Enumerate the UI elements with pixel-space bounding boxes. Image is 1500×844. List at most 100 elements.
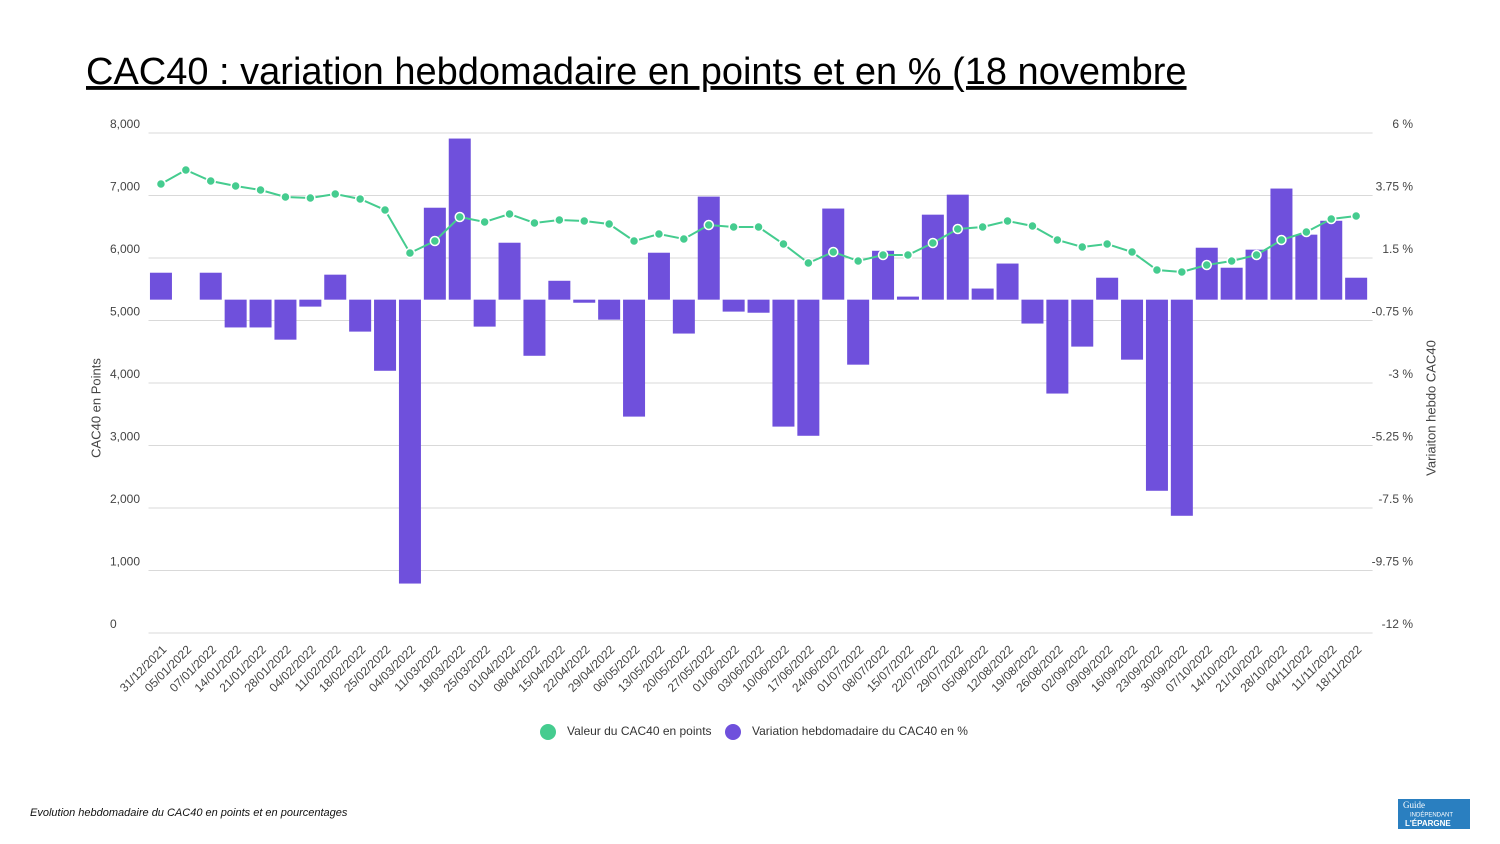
line-point bbox=[1201, 259, 1212, 271]
y2-tick-label: -9.75 % bbox=[1372, 555, 1414, 569]
y-tick-label: 5,000 bbox=[110, 305, 140, 319]
bar bbox=[374, 299, 397, 371]
line-point bbox=[230, 180, 241, 192]
line-point bbox=[927, 237, 939, 249]
bar bbox=[1320, 220, 1343, 300]
bar bbox=[274, 299, 297, 340]
bar bbox=[872, 250, 895, 300]
bar bbox=[1021, 299, 1044, 324]
line-point bbox=[330, 188, 341, 200]
bar bbox=[249, 299, 272, 328]
y-axis-title: CAC40 en Points bbox=[88, 358, 103, 458]
line-point bbox=[180, 164, 192, 176]
bar bbox=[349, 299, 372, 332]
legend-label: Valeur du CAC40 en points bbox=[567, 724, 712, 738]
line-point bbox=[155, 178, 167, 190]
chart-title: CAC40 : variation hebdomadaire en points… bbox=[86, 51, 1187, 93]
bar bbox=[847, 299, 870, 365]
y-tick-label: 4,000 bbox=[110, 367, 140, 381]
logo-text: L'ÉPARGNE bbox=[1405, 819, 1451, 828]
bar bbox=[1195, 247, 1218, 300]
bar bbox=[1220, 267, 1243, 300]
line-point bbox=[703, 219, 714, 231]
bar bbox=[1046, 299, 1069, 394]
y-tick-label: 0 bbox=[110, 617, 117, 631]
line-point bbox=[603, 218, 615, 230]
bar bbox=[324, 274, 347, 300]
line-point bbox=[529, 217, 540, 229]
bar bbox=[299, 299, 322, 307]
line-point bbox=[554, 214, 565, 226]
bar bbox=[573, 299, 596, 303]
y-tick-label: 8,000 bbox=[110, 117, 140, 131]
line-point bbox=[952, 223, 963, 235]
line-point bbox=[404, 247, 416, 259]
y-tick-label: 7,000 bbox=[110, 180, 140, 194]
line-point bbox=[778, 238, 789, 250]
y2-tick-label: -5.25 % bbox=[1372, 430, 1414, 444]
line-point bbox=[1176, 266, 1188, 278]
logo-text: Guide bbox=[1403, 800, 1425, 810]
bar bbox=[996, 263, 1019, 300]
bar bbox=[797, 299, 820, 436]
bar bbox=[1345, 277, 1368, 300]
y-tick-label: 6,000 bbox=[110, 242, 140, 256]
y2-tick-label: -0.75 % bbox=[1372, 305, 1414, 319]
bar bbox=[1295, 234, 1318, 300]
y-tick-label: 1,000 bbox=[110, 555, 140, 569]
bar bbox=[523, 299, 546, 356]
bar bbox=[548, 280, 571, 300]
y2-tick-label: 1.5 % bbox=[1382, 242, 1413, 256]
line-point bbox=[1002, 215, 1013, 227]
bar bbox=[423, 207, 446, 300]
line-point bbox=[280, 191, 291, 203]
line-point bbox=[205, 175, 216, 187]
bar bbox=[946, 194, 969, 300]
line-point bbox=[877, 249, 889, 261]
logo-text: INDÉPENDANT bbox=[1410, 812, 1453, 819]
line-point bbox=[977, 221, 988, 233]
bar bbox=[921, 214, 944, 300]
line-point bbox=[678, 233, 690, 245]
line-point bbox=[753, 221, 764, 233]
line-point bbox=[828, 246, 839, 258]
bar bbox=[1071, 299, 1094, 347]
y2-tick-label: -12 % bbox=[1382, 617, 1414, 631]
bar bbox=[1245, 249, 1268, 300]
bar bbox=[971, 288, 994, 300]
line-point bbox=[479, 216, 490, 228]
line-point bbox=[305, 192, 316, 204]
line-point bbox=[653, 228, 665, 240]
line-point bbox=[429, 235, 441, 247]
y2-axis-title: Variaiton hebdo CAC40 bbox=[1423, 340, 1438, 476]
line-point bbox=[1251, 249, 1262, 261]
line-point bbox=[1226, 255, 1237, 267]
line-point bbox=[354, 193, 366, 205]
line-point bbox=[1052, 234, 1063, 246]
bar bbox=[722, 299, 745, 312]
bar bbox=[149, 272, 172, 300]
bar bbox=[697, 196, 720, 300]
line-point bbox=[379, 204, 391, 216]
line-point bbox=[1301, 226, 1312, 238]
bar bbox=[896, 296, 919, 300]
bar bbox=[623, 299, 646, 417]
line-point bbox=[1350, 210, 1362, 222]
line-point bbox=[1101, 238, 1113, 250]
bar bbox=[398, 299, 421, 584]
bar bbox=[473, 299, 496, 327]
line-point bbox=[504, 208, 515, 220]
legend-marker bbox=[540, 724, 556, 740]
y-tick-label: 3,000 bbox=[110, 430, 140, 444]
y2-tick-label: -3 % bbox=[1388, 367, 1413, 381]
line-point bbox=[628, 235, 640, 247]
y-tick-label: 2,000 bbox=[110, 492, 140, 506]
bar bbox=[1170, 299, 1193, 516]
bar bbox=[598, 299, 621, 320]
line-point bbox=[728, 221, 739, 233]
bar bbox=[772, 299, 795, 427]
bar bbox=[1145, 299, 1168, 491]
y2-tick-label: 3.75 % bbox=[1376, 180, 1414, 194]
line-point bbox=[1326, 213, 1337, 225]
line-point bbox=[1151, 264, 1163, 276]
